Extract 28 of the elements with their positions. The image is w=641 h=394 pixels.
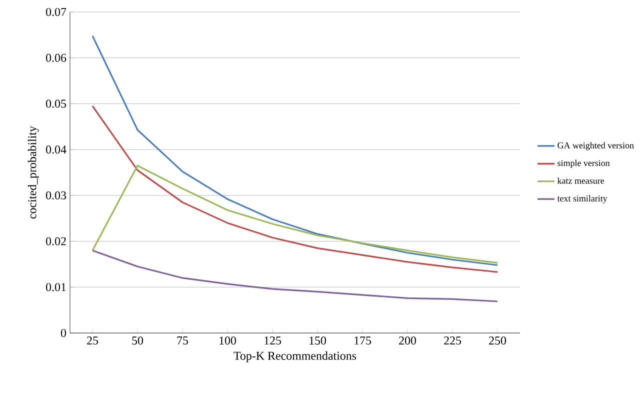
y-tick-label: 0.06: [46, 54, 66, 62]
x-tick-label: 75: [177, 336, 188, 344]
y-axis-title: cocited_probability: [28, 126, 39, 219]
x-tick-label: 50: [132, 336, 144, 345]
y-tick-label: 0: [60, 328, 66, 338]
x-tick-label: 250: [489, 336, 506, 345]
x-tick-label: 150: [310, 336, 326, 345]
x-tick-label: 200: [399, 336, 416, 345]
y-tick-label: 0.04: [46, 146, 66, 154]
line-series: [92, 164, 498, 264]
y-tick-label: 0.07: [46, 8, 66, 16]
legend-label: GA weighted version: [558, 142, 634, 150]
legend-label: text similarity: [557, 195, 608, 204]
x-tick-label: 225: [444, 336, 462, 345]
legend-label: simple version: [558, 160, 610, 168]
y-tick-label: 0.03: [46, 191, 66, 200]
line-series: [92, 250, 498, 302]
x-axis-title: Top-K Recommendations: [234, 351, 356, 362]
y-tick-label: 0.01: [46, 283, 66, 292]
y-tick-label: 0.05: [46, 100, 66, 108]
x-tick-label: 175: [354, 336, 372, 345]
line-series: [92, 35, 498, 266]
line-series: [92, 105, 498, 273]
x-tick-label: 100: [220, 336, 236, 345]
y-tick-label: 0.02: [46, 237, 66, 246]
x-tick-label: 25: [87, 336, 98, 345]
legend-label: katz measure: [557, 177, 604, 184]
x-tick-label: 125: [264, 336, 282, 345]
